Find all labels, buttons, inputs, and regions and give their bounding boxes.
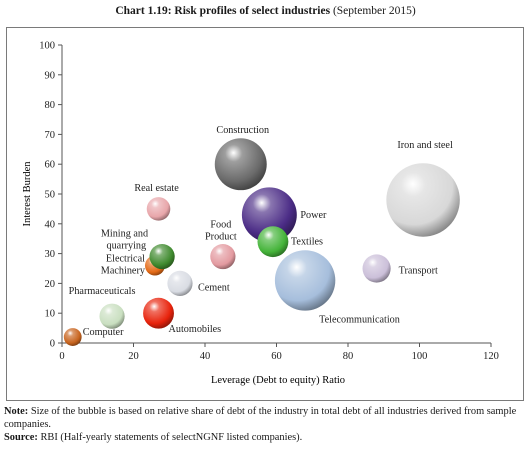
- y-tick-label: 100: [39, 41, 55, 52]
- bubble: [362, 254, 391, 283]
- bubble-label: Telecommunication: [319, 314, 400, 325]
- bubble-label: Power: [300, 210, 327, 221]
- bubble-label: Transport: [399, 266, 438, 277]
- x-tick-label: 20: [128, 351, 139, 362]
- source-line: Source: RBI (Half-yearly statements of s…: [4, 431, 528, 444]
- note-line: Note: Size of the bubble is based on rel…: [4, 405, 528, 431]
- bubble: [257, 226, 289, 258]
- y-tick-label: 50: [45, 190, 56, 201]
- bubble: [143, 297, 174, 329]
- y-tick-label: 40: [45, 219, 56, 230]
- bubble: [241, 187, 297, 243]
- x-tick-label: 100: [412, 351, 428, 362]
- bubble: [274, 250, 336, 311]
- bubble-label: Mining and: [101, 229, 148, 240]
- x-tick-label: 0: [59, 351, 64, 362]
- chart-title: Chart 1.19: Risk profiles of select indu…: [0, 5, 531, 17]
- y-tick-label: 0: [50, 339, 55, 350]
- bubble: [146, 197, 171, 221]
- bubble: [167, 270, 193, 296]
- bubble: [210, 243, 236, 270]
- source-label: Source:: [4, 432, 38, 443]
- bubble-label: Food: [210, 220, 231, 231]
- x-tick-label: 80: [343, 351, 354, 362]
- y-tick-label: 70: [45, 130, 56, 141]
- y-tick-label: 20: [45, 279, 56, 290]
- bubble-label: Machinery: [101, 266, 146, 277]
- bubble-label: Construction: [216, 125, 269, 136]
- bubble-label: quarrying: [106, 241, 146, 252]
- bubble-label: Pharmaceuticals: [69, 286, 136, 297]
- y-tick-label: 80: [45, 100, 56, 111]
- y-tick-label: 30: [45, 249, 56, 260]
- chart-title-period: (September 2015): [332, 5, 416, 17]
- y-axis-label: Interest Burden: [22, 161, 33, 227]
- bubble-label: Electrical: [106, 254, 145, 265]
- axes-layer: 0 20 40 60 80 100 120 0 10 20 30 40 50 60 70 80 90 100: [39, 41, 499, 363]
- bubble: [99, 303, 125, 329]
- bubble-layer: [63, 138, 460, 346]
- bubble-label: Automobiles: [169, 324, 222, 335]
- chart-title-main: Chart 1.19: Risk profiles of select indu…: [115, 5, 331, 17]
- bubble-label: Computer: [83, 327, 124, 338]
- bubble: [214, 138, 267, 191]
- y-tick-label: 10: [45, 309, 56, 320]
- bubble: [149, 243, 175, 270]
- chart-notes: Note: Size of the bubble is based on rel…: [4, 405, 528, 444]
- bubble-label: Cement: [198, 282, 230, 293]
- source-text: RBI (Half-yearly statements of selectNGN…: [40, 432, 303, 443]
- x-tick-label: 60: [271, 351, 282, 362]
- x-axis-label: Leverage (Debt to equity) Ratio: [211, 375, 345, 386]
- x-tick-label: 120: [483, 351, 499, 362]
- bubble-label: Textiles: [291, 237, 323, 248]
- x-tick-label: 40: [200, 351, 211, 362]
- bubble: [63, 328, 82, 346]
- note-text: Size of the bubble is based on relative …: [4, 406, 517, 430]
- bubble-label: Iron and steel: [397, 140, 453, 151]
- y-tick-label: 60: [45, 160, 56, 171]
- note-label: Note:: [4, 406, 29, 417]
- bubble: [386, 163, 460, 237]
- bubble-label: Real estate: [134, 183, 179, 194]
- label-layer: Computer Pharmaceuticals Automobiles Cement…: [69, 125, 453, 338]
- y-tick-label: 90: [45, 70, 56, 81]
- bubble-label: Product: [205, 232, 237, 243]
